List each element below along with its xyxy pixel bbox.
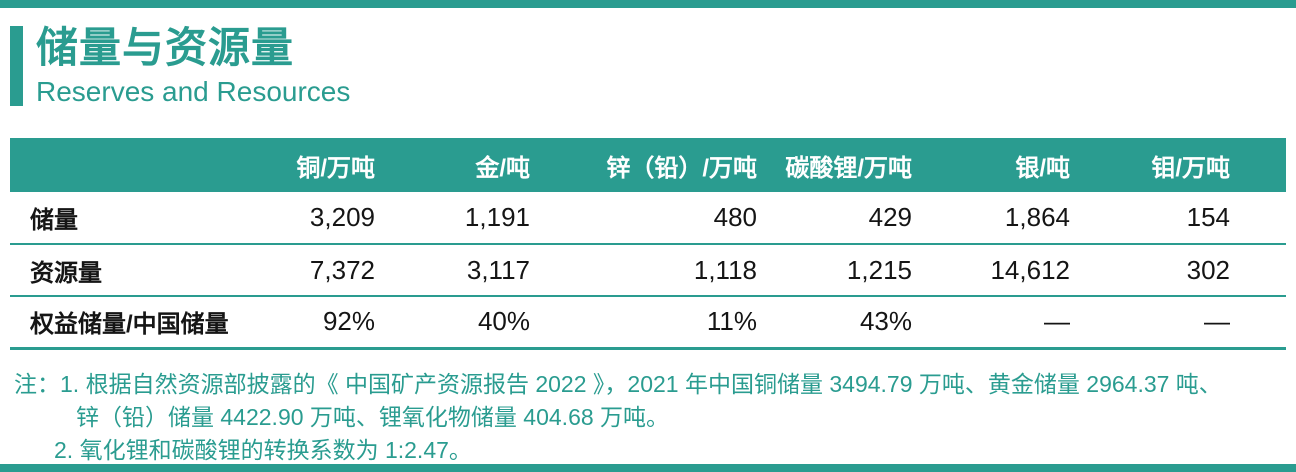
column-header-gold: 金/吨 [375, 138, 530, 192]
table-cell: 1,118 [530, 244, 757, 297]
table-cell: 480 [530, 192, 757, 245]
column-header-silver: 银/吨 [912, 138, 1070, 192]
table-cell: 429 [757, 192, 912, 245]
note-line-2: 锌（铅）储量 4422.90 万吨、锂氧化物储量 404.68 万吨。 [76, 404, 670, 430]
note-line-3: 2. 氧化锂和碳酸锂的转换系数为 1:2.47。 [54, 437, 472, 463]
table-cell: 1,864 [912, 192, 1070, 245]
note-line-1: 注：1. 根据自然资源部披露的《 中国矿产资源报告 2022 》，2021 年中… [14, 371, 1222, 397]
table-cell: 43% [757, 296, 912, 350]
section-subtitle: Reserves and Resources [36, 76, 351, 108]
table-cell: 1,191 [375, 192, 530, 245]
table-cell: 1,215 [757, 244, 912, 297]
column-header-zinc-lead: 锌（铅）/万吨 [530, 138, 757, 192]
title-accent-bar [10, 26, 23, 107]
column-header-blank [10, 138, 260, 192]
table-cell: — [1070, 296, 1286, 350]
table-cell: 302 [1070, 244, 1286, 297]
section-title-group: 储量与资源量 Reserves and Resources [36, 24, 351, 108]
notes-block: 注：1. 根据自然资源部披露的《 中国矿产资源报告 2022 》，2021 年中… [14, 368, 1292, 467]
table-header-row: 铜/万吨 金/吨 锌（铅）/万吨 碳酸锂/万吨 银/吨 钼/万吨 [10, 138, 1286, 192]
table-cell: 7,372 [260, 244, 375, 297]
table-cell: 11% [530, 296, 757, 350]
row-label-equity-share: 权益储量/中国储量 [10, 296, 260, 350]
column-header-lithium-carbonate: 碳酸锂/万吨 [757, 138, 912, 192]
table-cell: 3,209 [260, 192, 375, 245]
table-row-reserves: 储量 3,209 1,191 480 429 1,864 154 [10, 192, 1286, 245]
table-cell: 92% [260, 296, 375, 350]
table-row-equity-share: 权益储量/中国储量 92% 40% 11% 43% — — [10, 296, 1286, 350]
table-cell: 14,612 [912, 244, 1070, 297]
top-accent-bar [0, 0, 1296, 8]
reserves-table: 铜/万吨 金/吨 锌（铅）/万吨 碳酸锂/万吨 银/吨 钼/万吨 储量 3,20… [10, 138, 1286, 350]
section-title: 储量与资源量 [36, 24, 295, 71]
table-cell: 40% [375, 296, 530, 350]
column-header-molybdenum: 钼/万吨 [1070, 138, 1286, 192]
column-header-copper: 铜/万吨 [260, 138, 375, 192]
row-label-reserves: 储量 [10, 192, 260, 245]
table-cell: 154 [1070, 192, 1286, 245]
section-header: 储量与资源量 Reserves and Resources [10, 24, 351, 108]
table-cell: 3,117 [375, 244, 530, 297]
table-row-resources: 资源量 7,372 3,117 1,118 1,215 14,612 302 [10, 244, 1286, 297]
row-label-resources: 资源量 [10, 244, 260, 297]
bottom-accent-bar [0, 464, 1296, 472]
table-cell: — [912, 296, 1070, 350]
